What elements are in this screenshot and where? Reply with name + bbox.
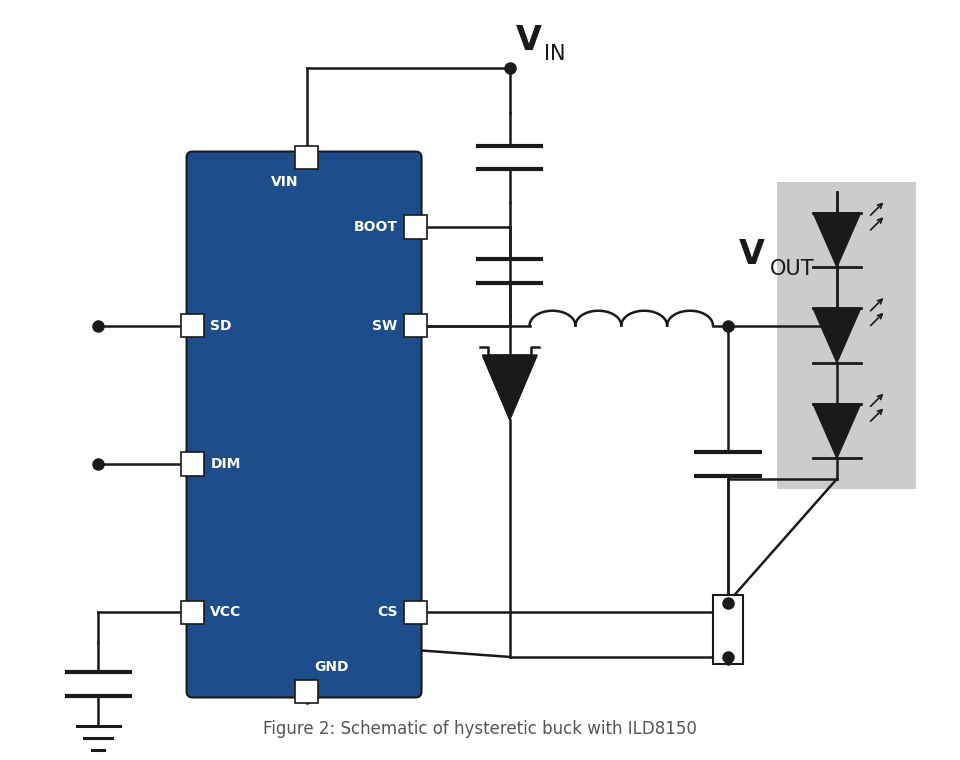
Text: DIM: DIM xyxy=(210,457,241,471)
Bar xyxy=(403,314,427,337)
Text: IN: IN xyxy=(544,45,566,65)
Bar xyxy=(403,215,427,239)
Polygon shape xyxy=(483,355,537,420)
Bar xyxy=(403,600,427,624)
Bar xyxy=(295,146,319,169)
Bar xyxy=(778,182,916,489)
Polygon shape xyxy=(813,404,861,458)
FancyBboxPatch shape xyxy=(186,151,421,698)
Text: GND: GND xyxy=(315,660,348,674)
Text: $\mathbf{V}$: $\mathbf{V}$ xyxy=(737,239,765,271)
Text: Figure 2: Schematic of hysteretic buck with ILD8150: Figure 2: Schematic of hysteretic buck w… xyxy=(263,720,697,738)
Text: BOOT: BOOT xyxy=(353,220,397,233)
Text: SW: SW xyxy=(372,318,397,333)
Text: VIN: VIN xyxy=(271,176,299,189)
Polygon shape xyxy=(813,213,861,267)
Text: CS: CS xyxy=(377,606,397,619)
Text: $\mathbf{V}$: $\mathbf{V}$ xyxy=(515,24,542,56)
Bar xyxy=(180,452,204,476)
Bar xyxy=(295,679,319,704)
Polygon shape xyxy=(813,309,861,363)
Text: OUT: OUT xyxy=(770,259,814,279)
Bar xyxy=(713,595,743,664)
Bar xyxy=(180,314,204,337)
Text: SD: SD xyxy=(210,318,232,333)
Text: VCC: VCC xyxy=(210,606,242,619)
Bar xyxy=(180,600,204,624)
